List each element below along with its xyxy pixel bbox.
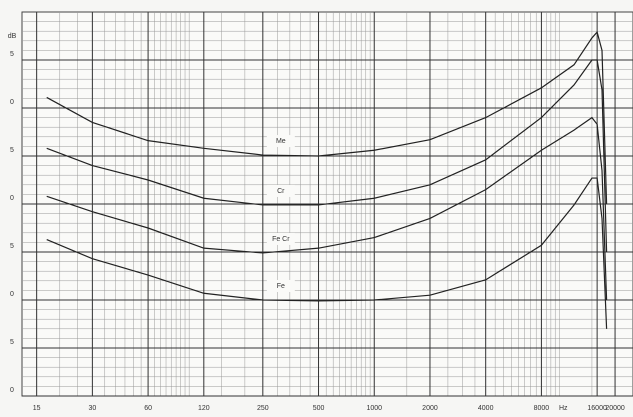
y-tick-label: 0: [10, 195, 14, 202]
series-label: Fe Cr: [272, 236, 290, 243]
series-line: [46, 30, 608, 205]
y-tick-label: 5: [10, 243, 14, 250]
x-tick-label: 4000: [478, 405, 494, 412]
x-tick-label: 1000: [366, 405, 382, 412]
y-axis-label: dB: [8, 33, 17, 40]
series-label-bg: [266, 232, 295, 245]
series-label: Me: [276, 138, 286, 145]
series-line: [46, 116, 608, 301]
y-tick-label: 5: [10, 339, 14, 346]
x-tick-label: 500: [313, 405, 325, 412]
x-tick-label: 16000: [587, 405, 607, 412]
series-label-bg: [266, 184, 295, 197]
x-tick-label: 30: [88, 405, 96, 412]
x-tick-label: 2000: [422, 405, 438, 412]
y-tick-label: 5: [10, 147, 14, 154]
x-tick-label: 20000: [605, 405, 625, 412]
y-tick-label: 0: [10, 291, 14, 298]
y-tick-label: 0: [10, 387, 14, 394]
series-label-bg: [266, 280, 295, 292]
y-tick-label: 5: [10, 51, 14, 58]
x-tick-label: 8000: [534, 405, 550, 412]
x-tick-label: 250: [257, 405, 269, 412]
x-unit-label: Hz: [559, 405, 568, 412]
x-tick-label: 15: [33, 405, 41, 412]
series-label: Fe: [277, 283, 285, 290]
series-label: Cr: [277, 188, 285, 195]
series-label-bg: [266, 135, 295, 148]
series-line: [46, 59, 608, 253]
x-tick-label: 120: [198, 405, 210, 412]
x-tick-label: 60: [144, 405, 152, 412]
series-line: [46, 177, 608, 329]
y-tick-label: 0: [10, 99, 14, 106]
